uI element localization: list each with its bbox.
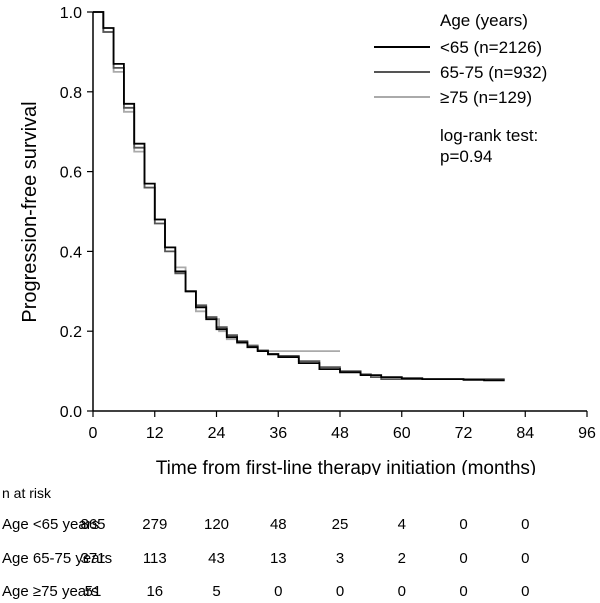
legend-entry: <65 (n=2126) (440, 38, 542, 57)
risk-cell: 51 (84, 583, 102, 600)
x-tick-label: 96 (578, 425, 596, 442)
legend-entry: ≥75 (n=129) (440, 88, 532, 107)
logrank-label: log-rank test: (440, 126, 538, 145)
x-tick-label: 24 (208, 425, 226, 442)
x-tick-label: 84 (516, 425, 534, 442)
x-tick-label: 48 (331, 425, 349, 442)
risk-cell: 25 (331, 516, 349, 533)
risk-cell: 48 (269, 516, 287, 533)
risk-cell: 0 (459, 516, 468, 533)
risk-cell: 4 (397, 516, 406, 533)
legend-title: Age (years) (440, 11, 528, 30)
risk-cell: 43 (208, 550, 225, 567)
x-tick-label: 60 (393, 425, 411, 442)
risk-cell: 5 (212, 583, 221, 600)
x-tick-label: 36 (269, 425, 287, 442)
risk-row-label: Age <65 years (2, 516, 100, 533)
logrank-pvalue: p=0.94 (440, 147, 492, 166)
risk-table-title: n at risk (2, 485, 52, 501)
axes: 0 12 24 36 48 60 72 84 96 0.0 0.2 0.4 0.6 0.8 1.0 (60, 5, 596, 442)
x-tick-label: 72 (455, 425, 473, 442)
x-tick-label: 12 (146, 425, 164, 442)
risk-cell: 0 (397, 583, 406, 600)
legend-entry: 65-75 (n=932) (440, 63, 547, 82)
risk-cell: 0 (459, 550, 468, 567)
risk-cell: 3 (335, 550, 345, 567)
risk-row-label: Age 65-75 years (2, 550, 113, 567)
y-tick-label: 0.2 (60, 324, 82, 341)
survival-curves (93, 11, 505, 382)
y-tick-label: 0.0 (60, 404, 82, 421)
risk-cell: 120 (203, 516, 230, 533)
risk-cell: 0 (274, 583, 283, 600)
y-tick-label: 1.0 (60, 5, 82, 22)
y-tick-label: 0.4 (60, 244, 82, 261)
y-tick-label: 0.6 (60, 165, 82, 182)
risk-cell: 13 (269, 550, 287, 567)
risk-cell: 2 (397, 550, 406, 567)
risk-cell: 0 (459, 583, 468, 600)
risk-cell: 0 (521, 516, 530, 533)
x-tick-label: 0 (89, 425, 98, 442)
survival-curve (93, 11, 340, 352)
y-axis-label: Progression-free survival (19, 101, 41, 322)
risk-row-label: Age ≥75 years (2, 583, 99, 600)
risk-cell: 279 (142, 516, 168, 533)
x-axis-label: Time from first-line therapy initiation … (156, 458, 536, 475)
risk-cell: 113 (142, 550, 167, 567)
km-chart: 0 12 24 36 48 60 72 84 96 0.0 0.2 0.4 0.6 0.8 1.0 Prog… (19, 5, 596, 475)
risk-cell: 0 (521, 583, 530, 600)
risk-cell: 0 (521, 550, 530, 567)
risk-cell: 0 (335, 583, 345, 600)
survival-curve (93, 11, 505, 382)
risk-cell: 371 (80, 550, 106, 567)
legend: Age (years) log-rank test: p=0.94 <65 (n… (374, 11, 547, 166)
risk-cell: 865 (80, 516, 106, 533)
risk-cell: 16 (146, 583, 164, 600)
y-tick-label: 0.8 (60, 85, 82, 102)
